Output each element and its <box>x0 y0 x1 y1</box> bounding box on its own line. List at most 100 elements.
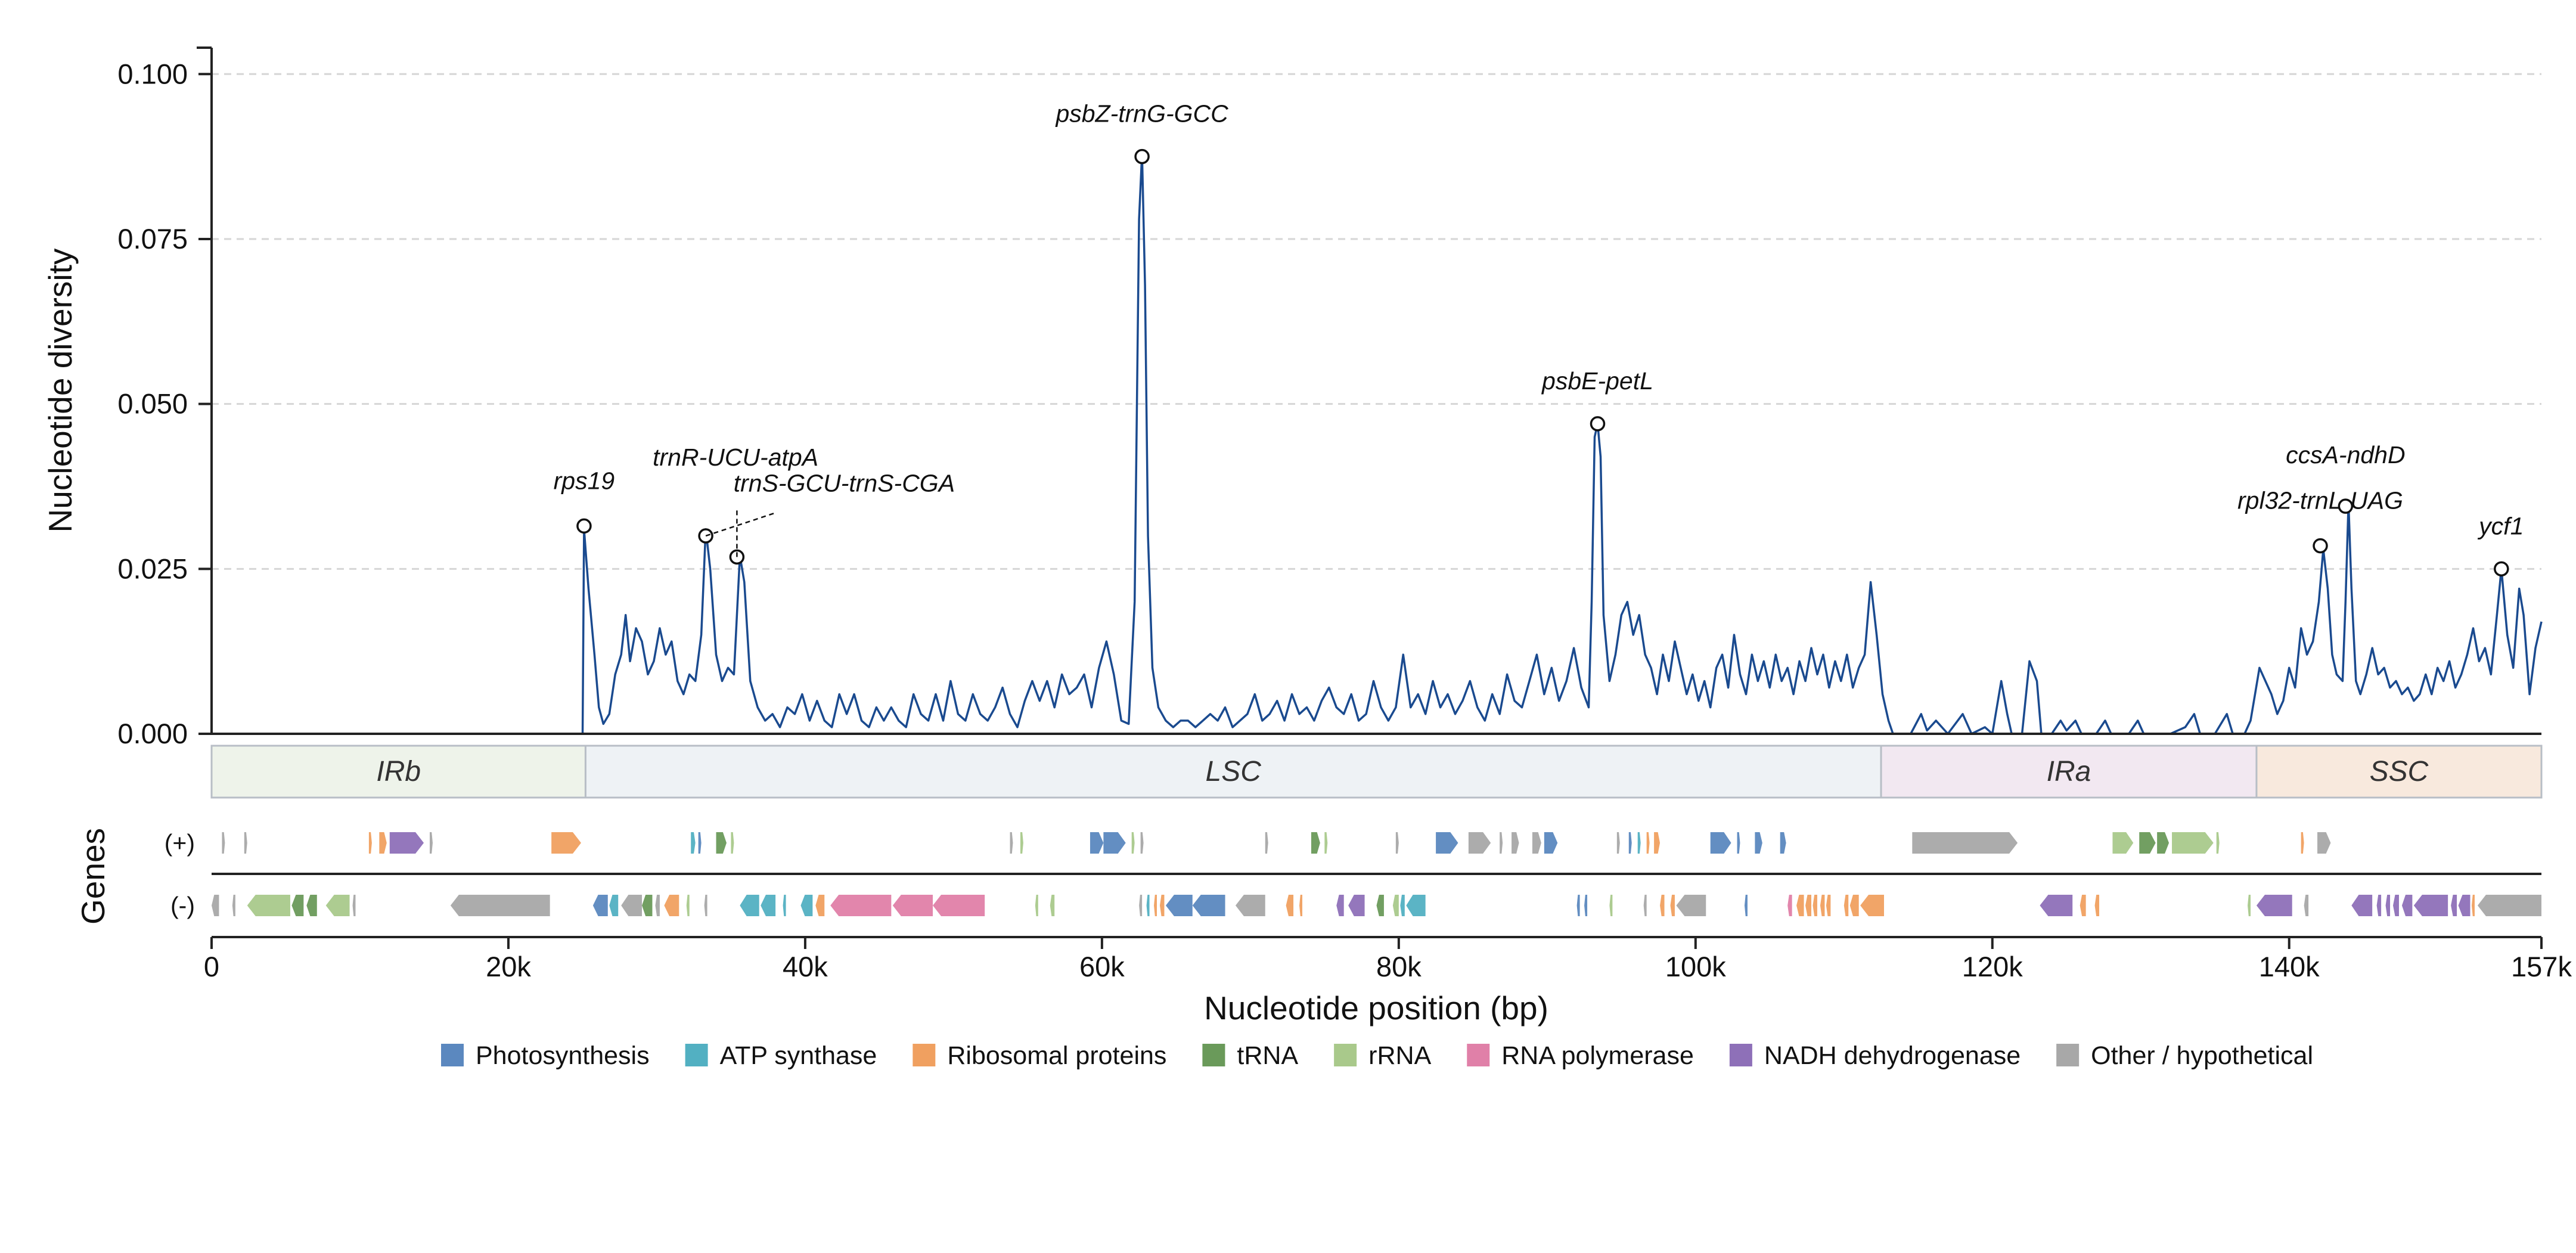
minus-gene-24 <box>1035 895 1038 916</box>
plus-gene-21 <box>1436 832 1458 854</box>
legend-label-0: Photosynthesis <box>476 1041 650 1070</box>
diversity-line <box>581 152 2543 735</box>
minus-gene-25 <box>1050 895 1055 916</box>
minus-gene-23 <box>933 895 985 916</box>
y-tick-label-4: 0.100 <box>117 58 188 89</box>
region-IRb <box>210 745 586 799</box>
peak-label-5: rpl32-trnL-UAG <box>2237 487 2403 514</box>
x-tick-label-1: 20k <box>486 951 531 982</box>
minus-gene-43 <box>1609 895 1613 916</box>
minus-gene-19 <box>800 895 813 916</box>
legend-swatch-3 <box>1202 1044 1225 1066</box>
minus-gene-32 <box>1235 895 1265 916</box>
legend-label-3: tRNA <box>1237 1041 1298 1070</box>
plus-gene-39 <box>2157 832 2170 854</box>
legend-swatch-2 <box>913 1044 936 1066</box>
plus-gene-40 <box>2172 832 2214 854</box>
minus-gene-18 <box>783 895 786 916</box>
minus-gene-35 <box>1336 895 1344 916</box>
minus-gene-69 <box>2413 895 2448 916</box>
minus-gene-54 <box>1826 895 1831 916</box>
peak-marker-4 <box>1590 416 1606 432</box>
minus-gene-14 <box>686 895 690 916</box>
peak-label-7: ycf1 <box>2477 512 2524 539</box>
genome-regions: IRb LSC IRa SSC <box>210 745 2543 799</box>
region-LSC <box>584 745 1882 799</box>
minus-gene-70 <box>2451 895 2457 916</box>
plus-gene-29 <box>1637 832 1641 854</box>
peak-label-4: psbE-petL <box>1541 367 1653 395</box>
peak-label-2: trnS-GCU-trnS-CGA <box>734 469 955 497</box>
minus-gene-58 <box>2040 895 2073 916</box>
plus-gene-31 <box>1654 832 1661 854</box>
legend-swatch-7 <box>2056 1044 2080 1066</box>
plus-gene-38 <box>2139 832 2156 854</box>
x-tick-label-5: 100k <box>1665 951 1726 982</box>
plus-gene-43 <box>2317 832 2331 854</box>
plus-gene-41 <box>2216 832 2220 854</box>
legend-swatch-6 <box>1729 1044 1752 1066</box>
minus-gene-61 <box>2248 895 2251 916</box>
peak-marker-3 <box>1134 148 1150 165</box>
x-tick-label-4: 80k <box>1376 951 1422 982</box>
minus-gene-22 <box>892 895 933 916</box>
plus-gene-11 <box>1010 832 1013 854</box>
plus-gene-13 <box>1090 832 1104 854</box>
minus-gene-52 <box>1812 895 1817 916</box>
peak-marker-5 <box>2313 538 2328 554</box>
region-IRa <box>1880 745 2258 799</box>
legend-label-5: RNA polymerase <box>1501 1041 1694 1070</box>
minus-gene-31 <box>1192 895 1225 916</box>
diversity-series <box>581 152 2543 735</box>
peak-marker-0 <box>576 518 592 534</box>
minus-gene-53 <box>1820 895 1825 916</box>
peak-label-6: ccsA-ndhD <box>2286 441 2406 469</box>
plus-gene-5 <box>430 832 433 854</box>
genes-axis-title: Genes <box>75 828 111 925</box>
minus-gene-15 <box>704 895 707 916</box>
region-label-LSC: LSC <box>1206 756 1262 787</box>
minus-gene-63 <box>2304 895 2309 916</box>
legend-swatch-0 <box>441 1044 464 1066</box>
x-tick-label-8: 157k <box>2511 951 2572 982</box>
minus-gene-42 <box>1584 895 1588 916</box>
minus-gene-33 <box>1286 895 1294 916</box>
plus-gene-33 <box>1737 832 1740 854</box>
plus-gene-28 <box>1628 832 1632 854</box>
minus-gene-60 <box>2094 895 2100 916</box>
plus-gene-0 <box>222 832 225 854</box>
plus-gene-7 <box>691 832 696 854</box>
minus-gene-16 <box>740 895 759 916</box>
plus-gene-10 <box>731 832 734 854</box>
region-label-SSC: SSC <box>2370 756 2429 787</box>
minus-gene-2 <box>247 895 290 916</box>
minus-gene-59 <box>2080 895 2086 916</box>
minus-gene-71 <box>2458 895 2471 916</box>
plus-gene-1 <box>244 832 247 854</box>
minus-gene-47 <box>1676 895 1706 916</box>
peak-label-1: trnR-UCU-atpA <box>653 443 818 471</box>
gridlines <box>212 73 2541 570</box>
minus-gene-7 <box>450 895 550 916</box>
minus-gene-8 <box>592 895 608 916</box>
legend-label-1: ATP synthase <box>720 1041 877 1070</box>
minus-gene-57 <box>1860 895 1885 916</box>
minus-gene-1 <box>232 895 235 916</box>
peak-label-3: psbZ-trnG-GCC <box>1054 100 1228 128</box>
minus-gene-67 <box>2393 895 2399 916</box>
minus-gene-21 <box>830 895 892 916</box>
minus-gene-13 <box>664 895 679 916</box>
region-label-IRa: IRa <box>2047 756 2091 787</box>
minus-gene-48 <box>1744 895 1748 916</box>
x-tick-label-3: 60k <box>1079 951 1125 982</box>
minus-gene-44 <box>1643 895 1647 916</box>
minus-gene-12 <box>655 895 660 916</box>
minus-gene-17 <box>761 895 776 916</box>
plus-gene-12 <box>1020 832 1023 854</box>
peak-marker-7 <box>2494 561 2509 577</box>
plus-gene-37 <box>2112 832 2134 854</box>
legend-label-7: Other / hypothetical <box>2091 1041 2313 1070</box>
minus-gene-27 <box>1146 895 1150 916</box>
